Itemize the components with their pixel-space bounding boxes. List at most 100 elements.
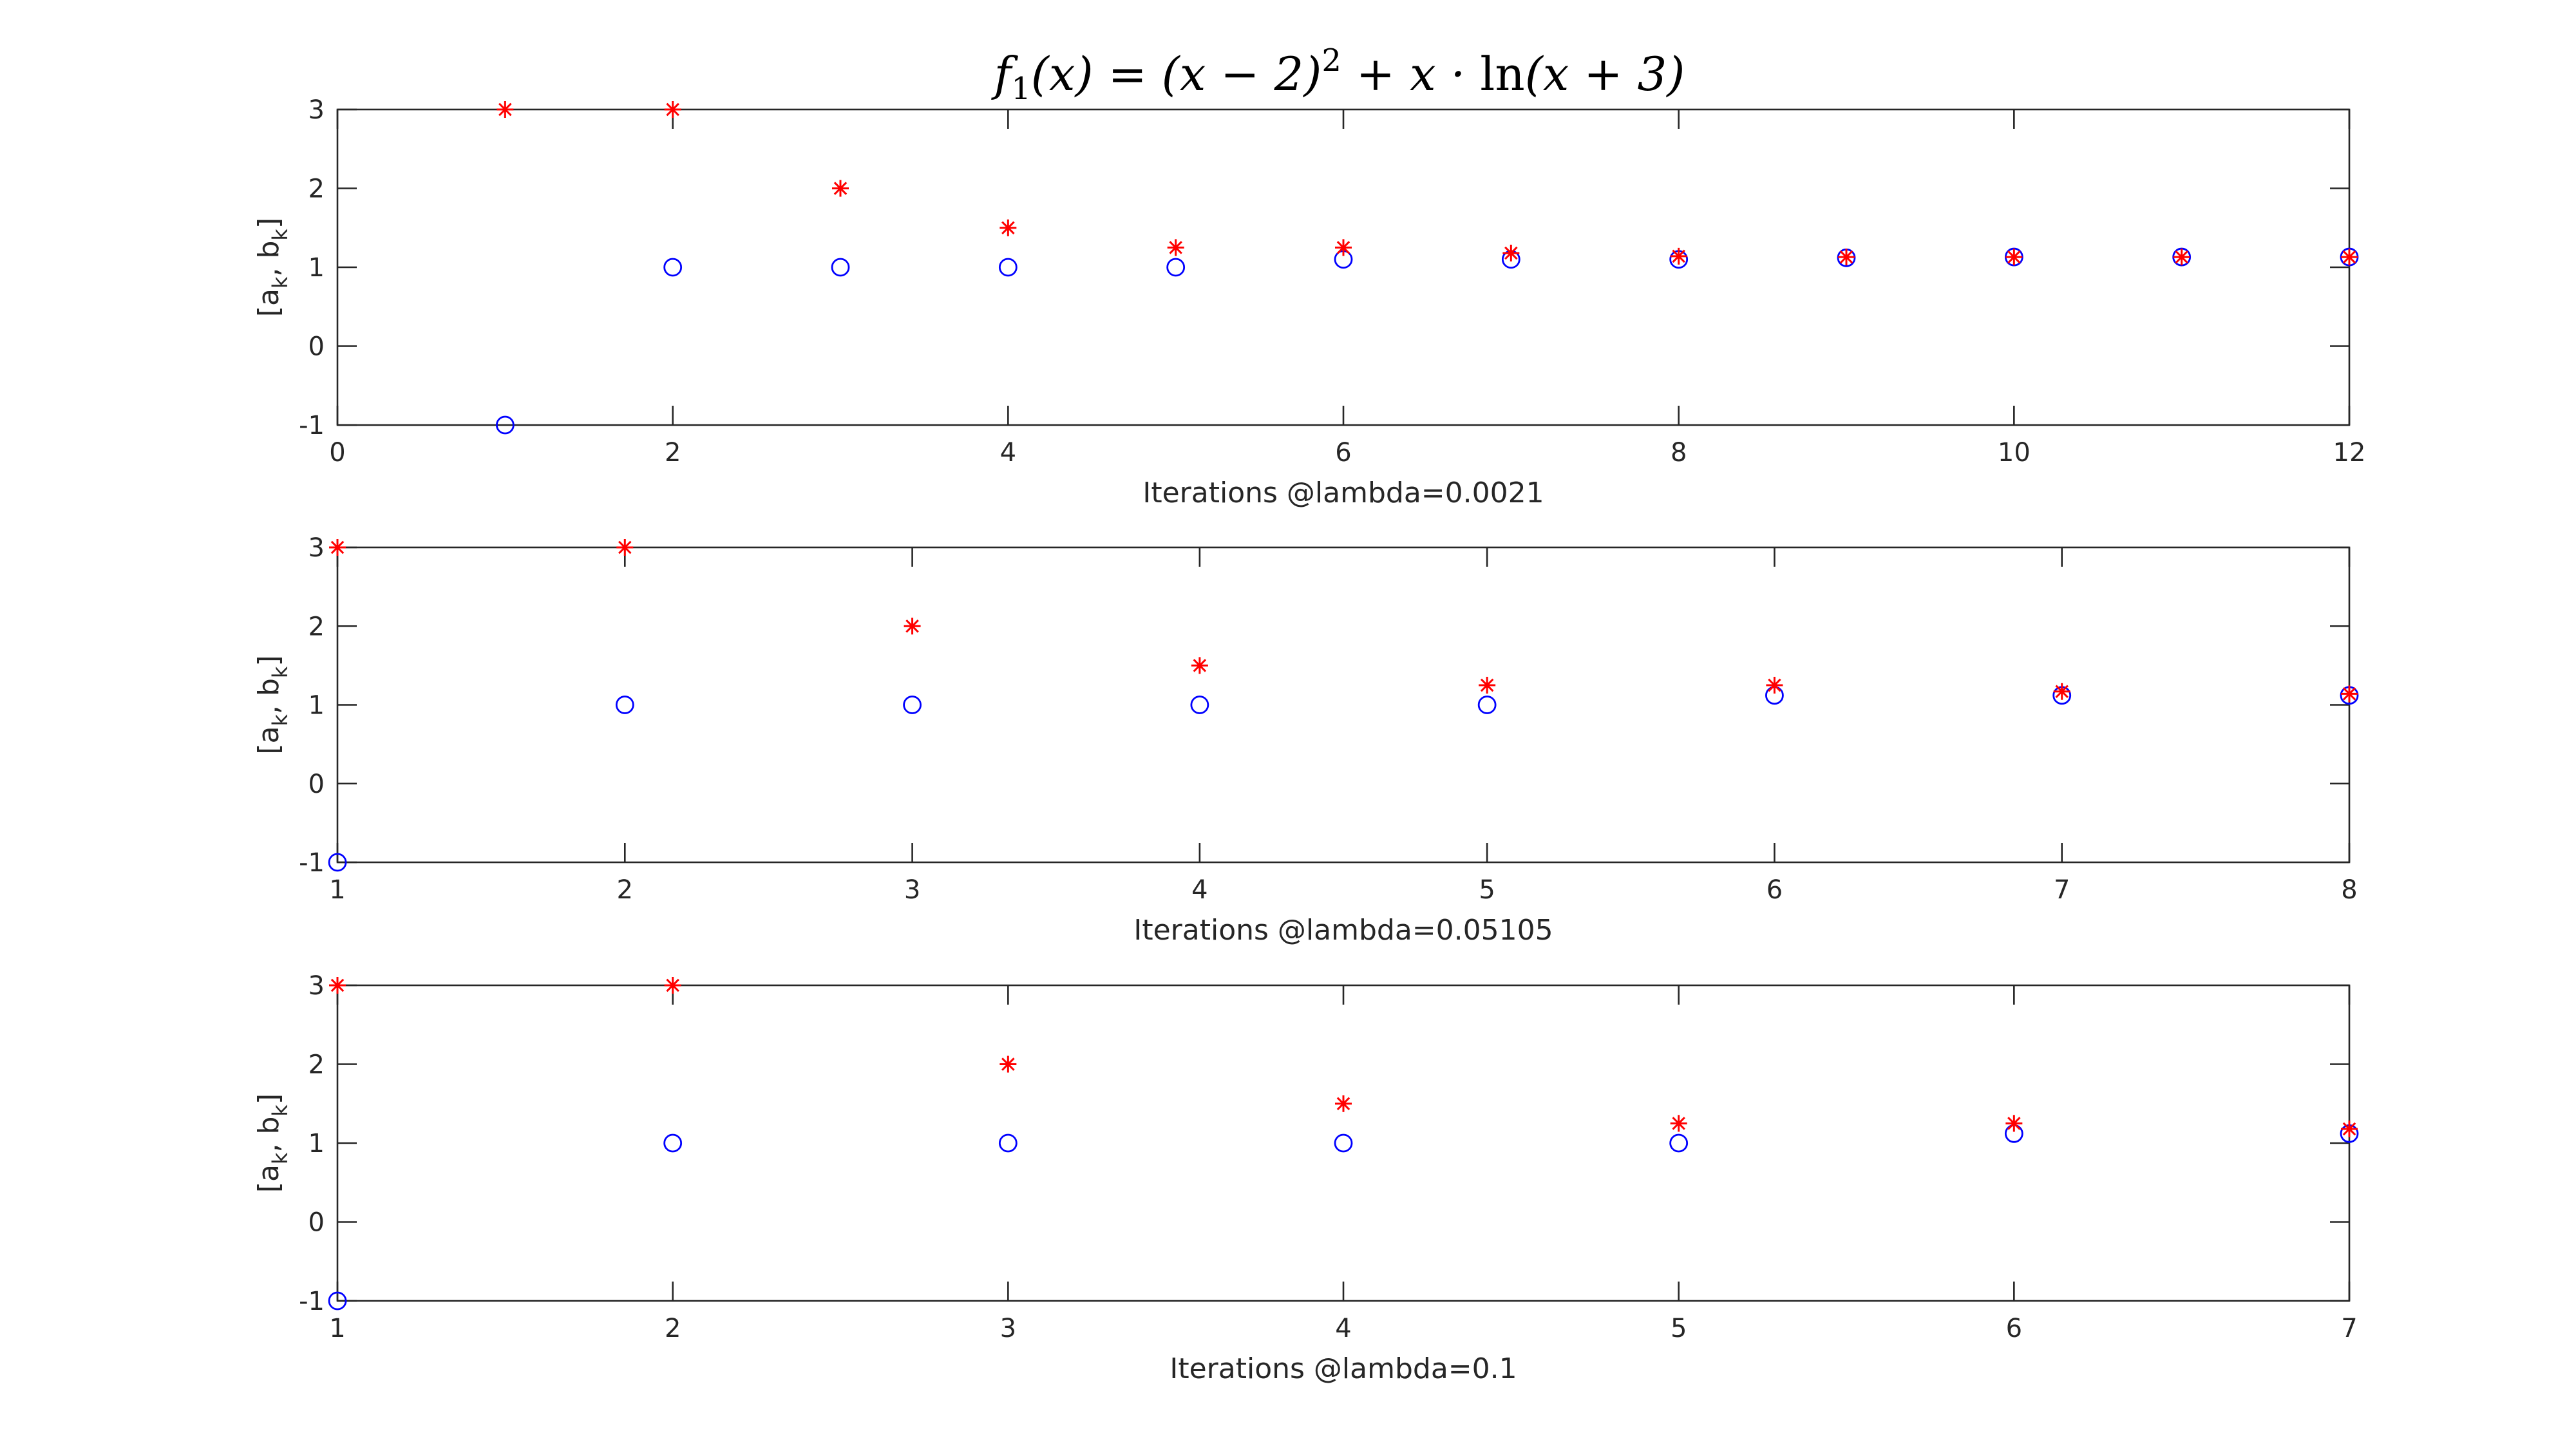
asterisk-stroke bbox=[1768, 678, 1781, 692]
asterisk-stroke bbox=[2055, 685, 2069, 698]
data-point-a bbox=[1190, 696, 1209, 714]
data-point-a bbox=[831, 258, 850, 277]
data-point-a bbox=[495, 415, 515, 435]
asterisk-stroke bbox=[330, 540, 345, 554]
asterisk-stroke bbox=[1480, 678, 1494, 692]
x-tick-label: 2 bbox=[617, 875, 633, 905]
x-tick-label: 1 bbox=[329, 1314, 345, 1343]
data-point-a bbox=[1334, 1133, 1353, 1153]
x-tick-label: 10 bbox=[1998, 438, 2031, 468]
asterisk-stroke bbox=[1336, 241, 1350, 254]
data-point-a bbox=[663, 258, 683, 277]
series-a bbox=[328, 686, 2359, 872]
y-axis-label-mid: , b bbox=[252, 241, 285, 277]
asterisk-stroke bbox=[330, 978, 345, 992]
y-axis-label: [ak, bk] bbox=[252, 655, 292, 754]
asterisk-stroke bbox=[666, 102, 679, 117]
data-point-b bbox=[2053, 683, 2070, 700]
title-rhs-arg: (x + 3) bbox=[1525, 47, 1685, 101]
data-point-b bbox=[329, 977, 346, 994]
data-point-b bbox=[1479, 676, 1496, 694]
y-tick-label: 3 bbox=[308, 95, 325, 125]
y-tick-label: 2 bbox=[308, 612, 325, 641]
y-axis-label-close: ] bbox=[252, 1094, 285, 1104]
data-point-b bbox=[1167, 239, 1184, 256]
asterisk-stroke bbox=[1169, 241, 1182, 254]
x-tick-label: 6 bbox=[1335, 438, 1351, 468]
data-point-b bbox=[832, 180, 849, 197]
asterisk-stroke bbox=[1193, 659, 1207, 672]
data-point-b bbox=[664, 977, 681, 994]
x-tick-label: 6 bbox=[1766, 875, 1783, 905]
title-ln: ln bbox=[1480, 47, 1524, 101]
asterisk-stroke bbox=[666, 978, 679, 992]
y-axis-label-sub2: k bbox=[268, 666, 292, 678]
y-axis-label-mid: , b bbox=[252, 678, 285, 714]
x-axis-label: Iterations @lambda=0.0021 bbox=[1142, 477, 1544, 509]
subplot-2: 1 2 3 4 5 6 7 8 -1 0 1 2 3 Iterations @lambda=0.05105… bbox=[252, 533, 2359, 947]
data-point-b bbox=[1335, 239, 1352, 256]
data-point-b bbox=[2005, 249, 2023, 266]
y-axis-label-sub1: k bbox=[268, 276, 292, 289]
x-tick-label: 8 bbox=[1671, 438, 1687, 468]
x-tick-label: 4 bbox=[1335, 1314, 1351, 1343]
data-point-b bbox=[2341, 1120, 2358, 1137]
data-point-b bbox=[999, 219, 1017, 236]
asterisk-stroke bbox=[1001, 1057, 1015, 1071]
y-tick-label: 0 bbox=[308, 770, 325, 799]
data-point-b bbox=[664, 101, 681, 118]
title-rhs: + x · bbox=[1341, 47, 1480, 101]
data-point-b bbox=[329, 539, 346, 556]
x-tick-label: 3 bbox=[904, 875, 920, 905]
y-tick-label: 3 bbox=[308, 971, 325, 1001]
x-tick-label: 5 bbox=[1671, 1314, 1687, 1343]
y-tick-label: 3 bbox=[308, 533, 325, 563]
y-axis-label-open: [a bbox=[252, 289, 285, 317]
data-point-b bbox=[2005, 1115, 2023, 1132]
series-b bbox=[329, 977, 2358, 1137]
x-tick-label: 12 bbox=[2333, 438, 2366, 468]
asterisk-stroke bbox=[1001, 221, 1015, 235]
asterisk-stroke bbox=[1336, 1097, 1350, 1111]
asterisk-stroke bbox=[1672, 249, 1685, 263]
data-point-a bbox=[1669, 1133, 1689, 1153]
data-point-a bbox=[998, 1133, 1018, 1153]
asterisk-stroke bbox=[1504, 246, 1518, 260]
y-tick-label: 1 bbox=[308, 1129, 325, 1159]
data-point-b bbox=[999, 1056, 1017, 1073]
y-tick-label: 0 bbox=[308, 1208, 325, 1238]
y-axis-label-sub1: k bbox=[268, 1152, 292, 1164]
y-tick-label: 0 bbox=[308, 332, 325, 362]
y-axis-label: [ak, bk] bbox=[252, 1094, 292, 1193]
asterisk-stroke bbox=[1839, 250, 1853, 264]
asterisk-stroke bbox=[2007, 250, 2021, 264]
y-axis-label-close: ] bbox=[252, 218, 285, 229]
y-axis-label-open: [a bbox=[252, 1164, 285, 1193]
data-point-b bbox=[1838, 249, 1855, 266]
x-tick-label: 5 bbox=[1479, 875, 1495, 905]
asterisk-stroke bbox=[2175, 250, 2188, 264]
series-b bbox=[497, 101, 2358, 266]
data-point-a bbox=[998, 258, 1018, 277]
data-point-a bbox=[663, 1133, 683, 1153]
asterisk-stroke bbox=[1672, 1117, 1685, 1130]
y-tick-label: -1 bbox=[299, 411, 325, 440]
x-tick-label: 7 bbox=[2054, 875, 2070, 905]
title-sub: 1 bbox=[1011, 71, 1031, 107]
y-axis-label-sub2: k bbox=[268, 1104, 292, 1117]
asterisk-stroke bbox=[905, 619, 919, 633]
y-axis-label-close: ] bbox=[252, 655, 285, 666]
x-tick-label: 0 bbox=[329, 438, 345, 468]
data-point-a bbox=[903, 696, 922, 714]
asterisk-stroke bbox=[833, 182, 848, 195]
data-point-a bbox=[615, 696, 634, 714]
asterisk-stroke bbox=[2342, 687, 2356, 701]
y-axis-label-open: [a bbox=[252, 726, 285, 755]
asterisk-stroke bbox=[2342, 1122, 2356, 1136]
data-point-b bbox=[497, 101, 514, 118]
x-tick-label: 8 bbox=[2341, 875, 2357, 905]
data-point-b bbox=[2341, 685, 2358, 703]
